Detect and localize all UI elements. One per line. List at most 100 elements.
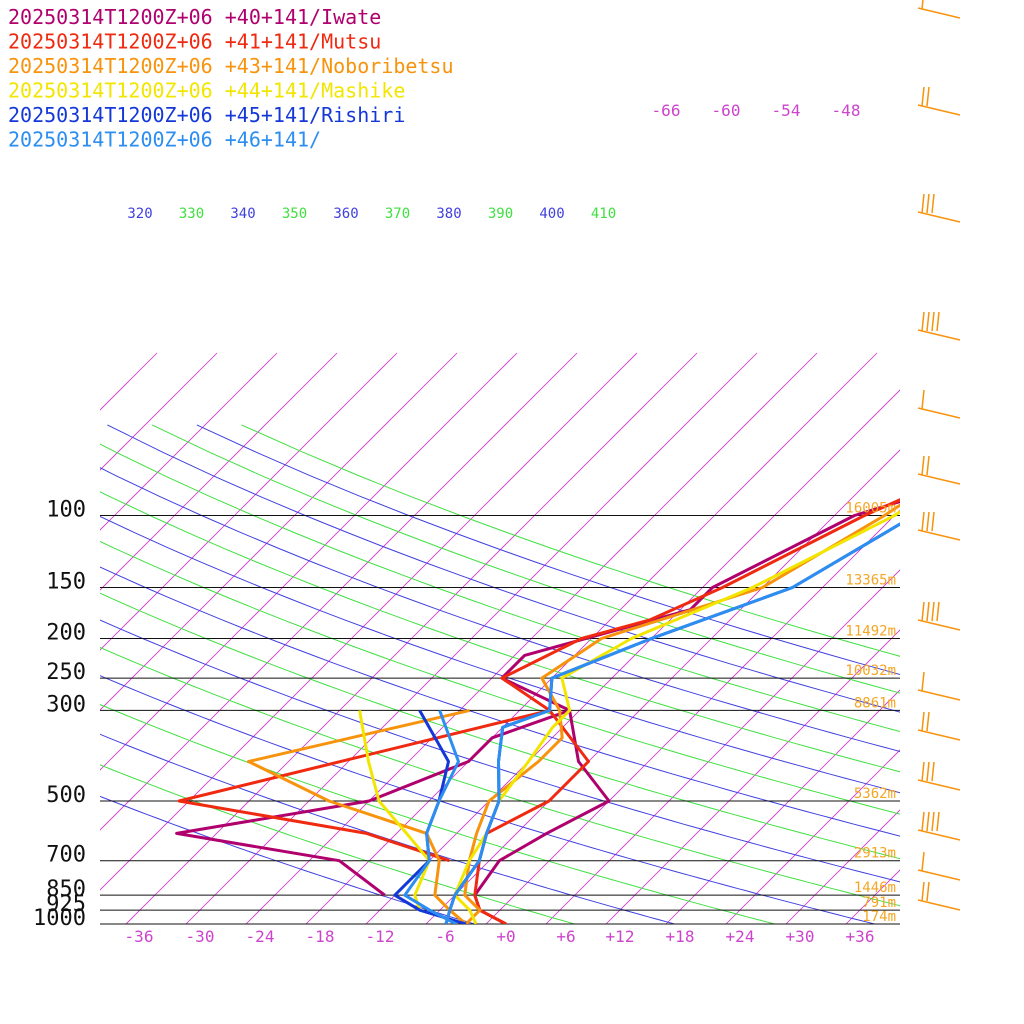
theta-line [151,424,900,694]
upper-temperature-label: -54 [772,101,801,120]
wind-barb [917,193,961,223]
theta-line [100,566,900,837]
height-label: 11492m [845,623,896,639]
legend: 20250314T1200Z+06 +40+141/Iwate 20250314T… [8,5,454,152]
theta-line [100,443,900,733]
pressure-tick-label: 500 [46,783,86,808]
theta-line [100,733,677,924]
theta-line [100,592,900,860]
isotherm-line [785,809,900,924]
theta-line [100,619,900,883]
legend-item: 20250314T1200Z+06 +43+141/Noboribetsu [8,54,454,78]
wind-barb [917,311,961,341]
legend-item: 20250314T1200Z+06 +46+141/ [8,128,321,152]
theta-label: 390 [488,206,513,222]
theta-line [107,424,900,713]
theta-line [100,795,477,924]
height-label: 174m [862,909,896,925]
theta-line [100,540,900,815]
dewpoint-line [177,708,550,863]
pressure-tick-label: 200 [46,620,86,645]
wind-barb [917,711,961,741]
theta-label: 340 [230,206,255,222]
legend-item: 20250314T1200Z+06 +44+141/Mashike [8,79,405,103]
wind-barb [917,455,961,485]
pressure-tick-label: 925 [46,892,86,917]
temperature-line [444,522,900,924]
dewpoint-line [247,708,470,924]
temperature-tick-label: -24 [246,927,275,946]
wind-barb [917,671,961,701]
wind-barb [917,851,961,881]
isotherm-line [665,689,900,924]
wind-barb [917,86,961,116]
temperature-tick-label: +36 [846,927,875,946]
height-label: 1446m [854,880,896,896]
temperature-tick-label: -18 [306,927,335,946]
theta-label: 320 [127,206,152,222]
theta-line [100,515,900,794]
theta-line [241,424,900,657]
pressure-tick-label: 300 [46,692,86,717]
pressure-tick-label: 150 [46,569,86,594]
temperature-tick-label: -30 [186,927,215,946]
theta-line-grid [100,424,900,924]
legend-item: 20250314T1200Z+06 +40+141/Iwate [8,5,381,29]
temperature-line [463,503,900,924]
theta-label: 350 [282,206,307,222]
sounding-series [175,498,900,924]
temperature-tick-label: +24 [726,927,755,946]
wind-barb [917,811,961,841]
theta-line [100,675,877,924]
pressure-grid [100,515,900,925]
wind-barb [917,881,961,911]
pressure-tick-label: 1000 [33,906,86,931]
height-label: 10032m [845,663,896,679]
pressure-tick-label: 100 [46,498,86,523]
dewpoint-line [403,709,460,924]
temperature-tick-label: +30 [786,927,815,946]
pressure-tick-label: 850 [46,877,86,902]
theta-line [100,467,900,753]
theta-label: 360 [333,206,358,222]
height-label: 16005m [845,501,896,517]
wind-barb [917,601,961,631]
theta-line [100,764,577,924]
temperature-tick-label: -6 [435,927,454,946]
theta-label: 400 [539,206,564,222]
isotherm-line [100,352,278,531]
theta-line [196,424,900,676]
height-label: 791m [862,895,896,911]
isotherm-line [100,352,218,471]
temperature-tick-label: +0 [496,927,515,946]
isotherm-line [0,353,37,924]
upper-temperature-label: -60 [712,101,741,120]
theta-label: 330 [179,206,204,222]
temperature-tick-label: -36 [125,927,154,946]
height-label: 13365m [845,572,896,588]
isotherm-line [906,353,1024,924]
temperature-tick-label: -12 [366,927,395,946]
height-label: 8861m [854,695,896,711]
theta-label: 410 [591,206,616,222]
theta-line [100,703,777,924]
wind-barb [917,389,961,419]
theta-label: 370 [385,206,410,222]
temperature-line [473,500,900,924]
wind-barb [917,511,961,541]
dewpoint-line [175,708,571,897]
wind-barb [917,0,961,19]
wind-barbs [917,0,961,911]
isotherm-line [100,352,338,591]
temperature-tick-label: +6 [556,927,575,946]
dewpoint-line [358,710,431,911]
theta-line [100,646,900,907]
isotherm-line [966,353,1024,924]
height-label: 2913m [854,846,896,862]
wind-barb [917,761,961,791]
pressure-tick-label: 700 [46,843,86,868]
legend-item: 20250314T1200Z+06 +45+141/Rishiri [8,103,405,127]
height-label: 5362m [854,786,896,802]
